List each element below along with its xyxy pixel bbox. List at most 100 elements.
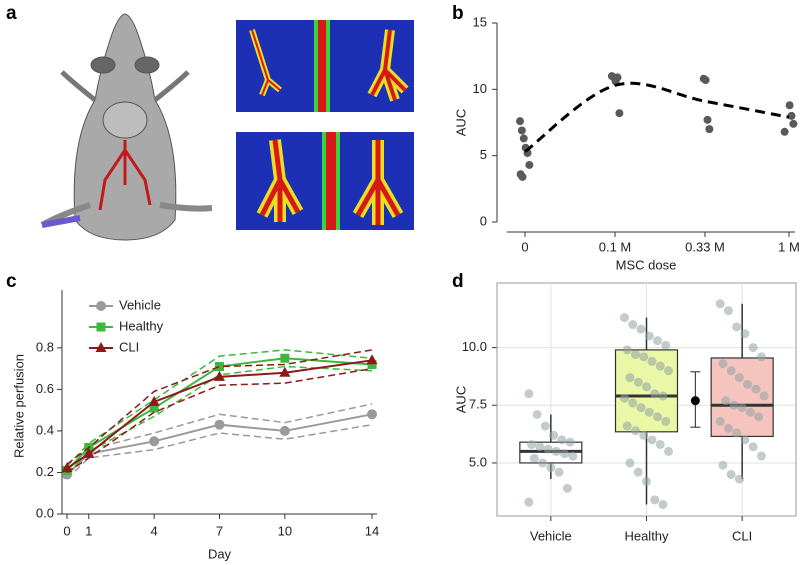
data-point xyxy=(214,419,225,430)
data-point xyxy=(658,391,668,401)
panel-label: b xyxy=(452,3,464,24)
data-point xyxy=(653,412,662,422)
data-point xyxy=(726,469,736,479)
data-point xyxy=(631,350,640,360)
data-point xyxy=(787,111,796,120)
data-point xyxy=(565,437,575,447)
data-point xyxy=(546,463,556,473)
data-point xyxy=(644,331,654,341)
data-point xyxy=(705,125,714,134)
data-point xyxy=(519,134,528,143)
data-point xyxy=(367,359,377,369)
x-axis-label: MSC dose xyxy=(616,257,677,272)
data-point xyxy=(639,430,649,440)
data-point xyxy=(633,467,643,477)
data-point xyxy=(620,313,629,323)
data-point xyxy=(532,409,542,419)
data-point xyxy=(367,409,377,420)
y-tick-label: 0 xyxy=(480,213,487,228)
data-point xyxy=(703,115,712,124)
data-point xyxy=(759,391,769,401)
y-tick-label: 0.0 xyxy=(36,505,54,520)
data-point xyxy=(740,329,750,339)
data-point xyxy=(524,389,534,399)
ci-line xyxy=(66,423,373,480)
data-point xyxy=(625,373,635,383)
x-tick-label: Vehicle xyxy=(530,528,572,543)
data-point xyxy=(723,423,733,433)
data-point xyxy=(568,451,578,461)
data-point xyxy=(613,73,622,82)
data-point xyxy=(729,400,739,410)
legend-marker xyxy=(95,342,107,352)
data-point xyxy=(743,380,753,390)
data-point xyxy=(525,160,534,169)
data-point xyxy=(661,340,671,350)
legend-label: CLI xyxy=(119,339,139,354)
data-point xyxy=(620,393,629,403)
y-tick-label: 0.6 xyxy=(36,381,54,396)
data-point xyxy=(647,435,657,445)
data-point xyxy=(554,467,564,477)
ci-line xyxy=(66,403,373,471)
y-tick-label: 0.4 xyxy=(36,422,54,437)
x-tick-label: 4 xyxy=(151,523,158,538)
data-point xyxy=(540,421,550,431)
data-point xyxy=(636,324,646,334)
x-tick-label: 1 xyxy=(85,523,92,538)
data-point xyxy=(642,382,651,392)
data-point xyxy=(639,352,649,362)
data-point xyxy=(529,453,539,463)
data-point xyxy=(628,398,638,408)
data-point xyxy=(756,451,766,461)
data-point xyxy=(615,109,624,118)
data-point xyxy=(715,416,725,426)
data-point xyxy=(560,449,570,459)
perfusion-images xyxy=(236,20,414,230)
data-point xyxy=(549,430,559,440)
y-axis-label: AUC xyxy=(453,386,468,413)
data-point xyxy=(785,101,794,110)
data-point xyxy=(754,412,764,422)
x-axis-label: Day xyxy=(208,546,232,561)
y-tick-label: 7.5 xyxy=(469,397,487,412)
y-tick-label: 0.8 xyxy=(36,339,54,354)
y-tick-label: 5 xyxy=(480,147,487,162)
data-point xyxy=(650,389,660,399)
data-point xyxy=(732,322,742,332)
legend-label: Vehicle xyxy=(119,297,161,312)
data-point xyxy=(740,435,750,445)
x-tick-label: 7 xyxy=(216,523,223,538)
data-point xyxy=(516,117,524,126)
data-point xyxy=(732,428,742,438)
data-point xyxy=(527,439,537,449)
fit-curve xyxy=(524,81,790,153)
data-point xyxy=(149,403,159,413)
data-point xyxy=(622,345,632,355)
data-point xyxy=(715,299,725,309)
data-point xyxy=(148,395,160,406)
data-point xyxy=(636,403,646,413)
data-point xyxy=(83,447,95,458)
data-point xyxy=(631,426,640,436)
data-point xyxy=(653,336,662,346)
y-tick-label: 10 xyxy=(473,81,487,96)
y-axis-label: Relative perfusion xyxy=(11,354,26,458)
data-point xyxy=(664,366,673,376)
data-point xyxy=(280,353,290,363)
x-tick-label: 0.1 M xyxy=(599,239,632,254)
data-point xyxy=(622,421,632,431)
data-point xyxy=(655,361,665,371)
panel-label: a xyxy=(6,3,17,24)
x-tick-label: 1 M xyxy=(778,239,800,254)
data-point xyxy=(701,76,710,85)
data-point xyxy=(517,126,526,135)
data-point xyxy=(734,474,744,484)
x-tick-label: 0.33 M xyxy=(685,239,725,254)
data-point xyxy=(562,483,572,493)
y-tick-label: 15 xyxy=(473,14,487,29)
data-point xyxy=(543,444,553,454)
data-point xyxy=(279,366,291,377)
data-point xyxy=(149,436,160,447)
